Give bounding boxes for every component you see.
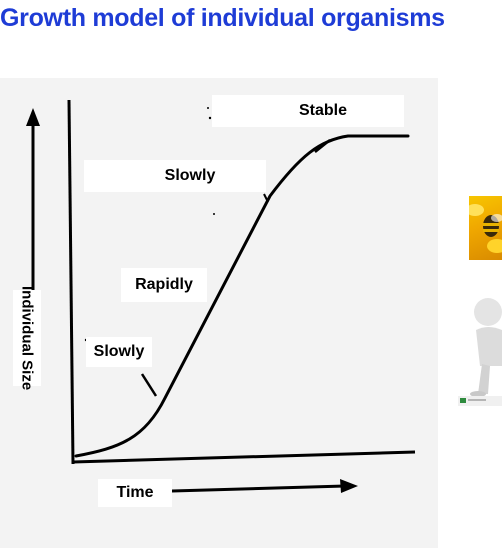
bee-thumbnail xyxy=(469,196,502,260)
speck xyxy=(207,107,209,109)
label-slowly-upper-text: Slowly xyxy=(164,167,216,184)
pointer-slowly-upper xyxy=(263,193,269,203)
pointer-slowly-lower xyxy=(140,373,158,397)
y-axis-line xyxy=(67,99,75,465)
label-rapidly-text: Rapidly xyxy=(135,276,193,293)
label-slowly-lower: Slowly xyxy=(86,337,152,367)
label-stable: Stable xyxy=(212,95,404,127)
page-title: Growth model of individual organisms xyxy=(0,4,445,32)
figure-icon xyxy=(458,298,502,406)
label-individual-size-text: Individual Size xyxy=(18,285,36,391)
speck xyxy=(213,213,215,215)
label-individual-size: Individual Size xyxy=(13,286,41,390)
label-stable-text: Stable xyxy=(298,102,347,119)
label-time: Time xyxy=(98,479,172,507)
label-slowly-lower-text: Slowly xyxy=(93,343,145,360)
label-time-text: Time xyxy=(116,484,154,501)
speck xyxy=(208,116,212,120)
diagram-panel xyxy=(0,78,438,548)
x-axis-line xyxy=(72,450,416,464)
x-arrow-head xyxy=(340,479,358,493)
label-slowly-upper: Slowly xyxy=(84,160,266,192)
bee-icon xyxy=(469,204,502,253)
growth-curve-diagram xyxy=(26,99,416,493)
label-rapidly: Rapidly xyxy=(121,268,207,302)
y-arrow-head xyxy=(26,108,40,126)
pointer-stable xyxy=(314,139,331,153)
figure-thumbnail xyxy=(458,296,502,408)
x-arrow-shaft xyxy=(171,484,346,493)
